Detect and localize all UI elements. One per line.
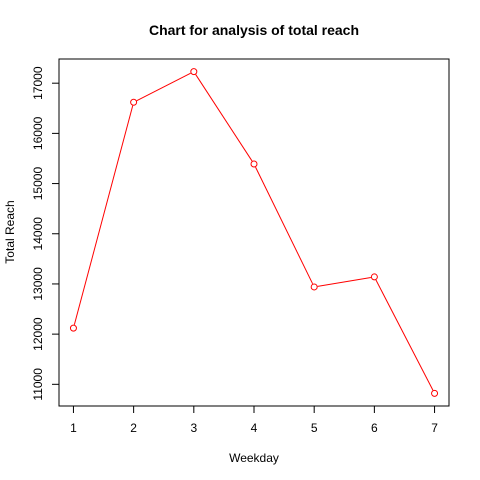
- y-tick-label: 14000: [31, 217, 45, 251]
- series-group: [69, 68, 439, 397]
- x-tick-label: 6: [371, 421, 378, 435]
- data-point: [190, 68, 198, 76]
- series-segment: [375, 279, 434, 391]
- y-tick-label: 17000: [31, 66, 45, 100]
- x-tick-label: 1: [70, 421, 77, 435]
- data-point: [69, 324, 77, 332]
- x-tick-label: 3: [190, 421, 197, 435]
- series-segment: [73, 105, 134, 325]
- plot-frame: [58, 58, 450, 407]
- chart-title: Chart for analysis of total reach: [149, 22, 359, 38]
- series-segment: [255, 166, 314, 285]
- y-tick-label: 16000: [31, 116, 45, 150]
- y-tick-label: 13000: [31, 267, 45, 301]
- x-tick-label: 4: [251, 421, 258, 435]
- data-point: [130, 98, 138, 106]
- data-point: [370, 273, 378, 281]
- y-axis-label: Total Reach: [3, 200, 17, 263]
- data-point: [310, 283, 318, 291]
- y-axis: 11000 12000 13000 14000 15000 16000 17000: [31, 66, 60, 401]
- y-tick-label: 11000: [31, 368, 45, 401]
- x-axis-label: Weekday: [229, 451, 279, 465]
- data-point: [250, 160, 258, 168]
- series-segment: [136, 72, 191, 102]
- series-segment: [317, 276, 372, 287]
- y-tick-label: 12000: [31, 317, 45, 351]
- series-segment: [195, 74, 253, 162]
- y-tick-label: 15000: [31, 167, 45, 201]
- x-tick-label: 5: [311, 421, 318, 435]
- x-axis: 1 2 3 4 5 6 7: [70, 405, 438, 435]
- data-point: [431, 389, 439, 397]
- x-tick-label: 7: [431, 421, 438, 435]
- x-tick-label: 2: [130, 421, 137, 435]
